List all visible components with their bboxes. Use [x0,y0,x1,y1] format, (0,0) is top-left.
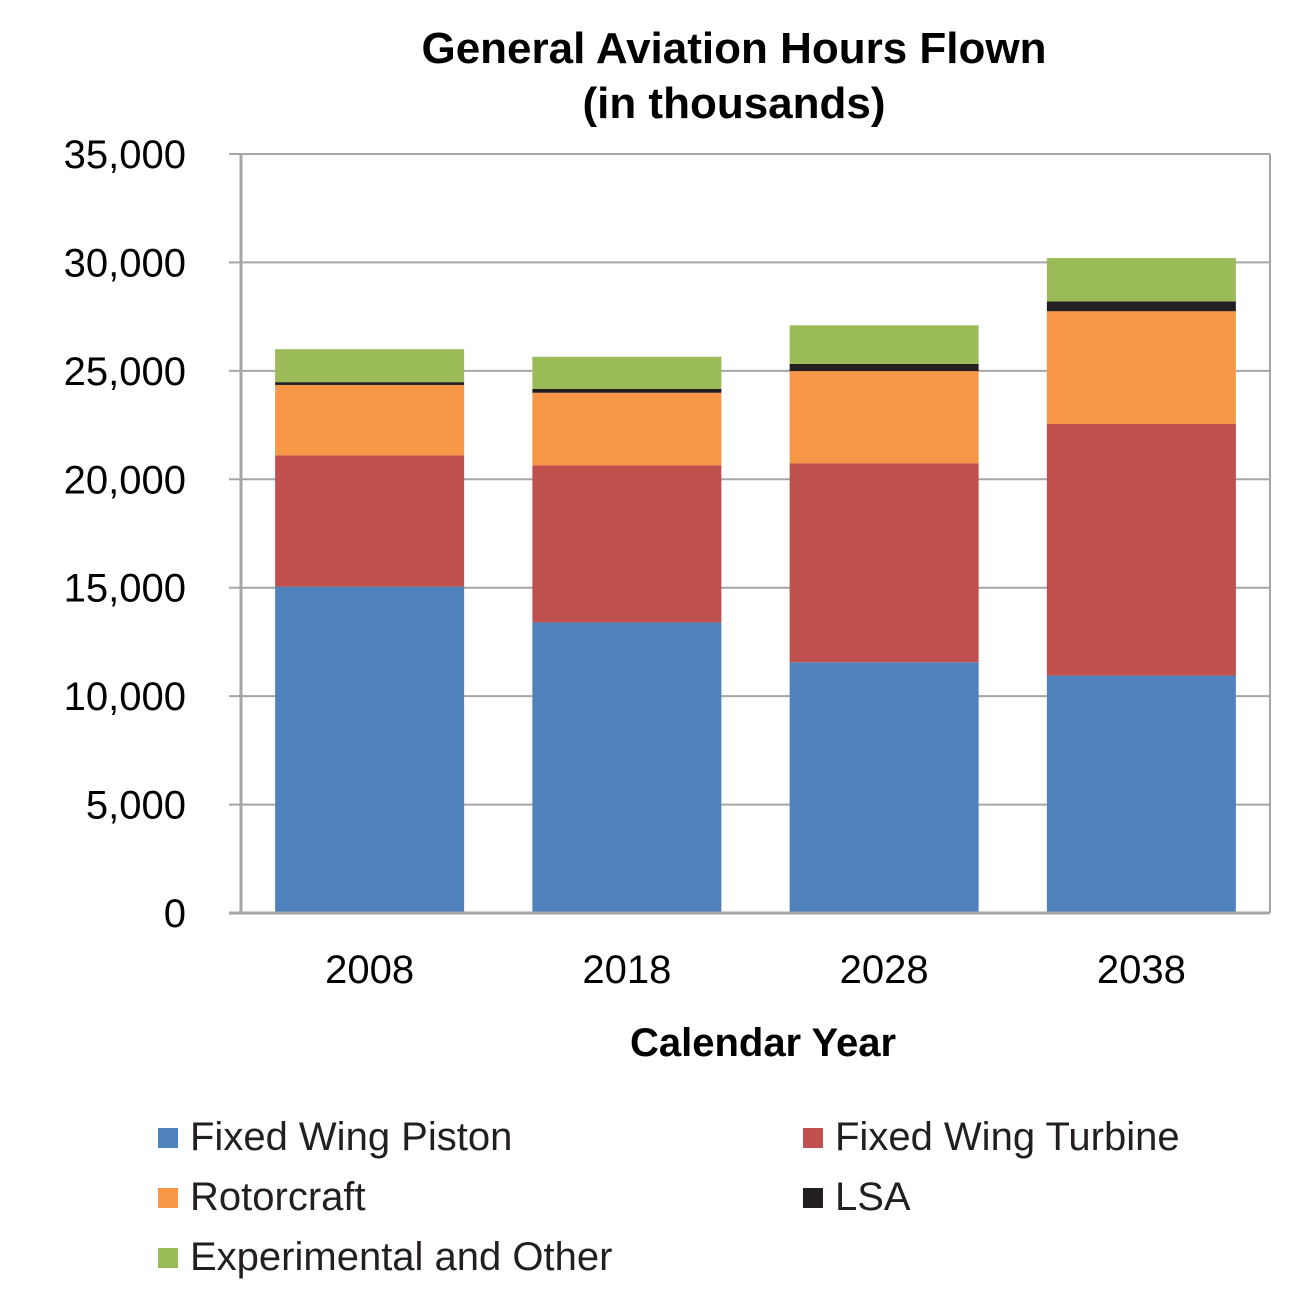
bar-fixed-wing-piston-2008 [275,586,465,913]
bar-fixed-wing-turbine-2018 [532,465,722,623]
bar-rotorcraft-2028 [789,371,979,464]
legend-swatch [158,1187,178,1208]
bar-experimental-and-other-2038 [1046,258,1236,302]
y-tick-label: 30,000 [64,241,186,285]
bar-rotorcraft-2038 [1046,311,1236,424]
bar-lsa-2038 [1046,301,1236,312]
bar-rotorcraft-2018 [532,392,722,466]
legend-swatch [158,1247,178,1268]
legend-swatch [803,1187,823,1208]
legend-item-fixed-wing-piston[interactable]: Fixed Wing Piston [158,1115,512,1160]
legend-label: LSA [835,1175,911,1219]
legend-item-rotorcraft[interactable]: Rotorcraft [158,1175,366,1220]
y-tick-label: 5,000 [86,784,186,828]
legend-item-lsa[interactable]: LSA [803,1175,911,1220]
legend: Fixed Wing Piston Fixed Wing Turbine Rot… [0,1110,1302,1290]
bar-fixed-wing-turbine-2008 [275,455,465,587]
y-tick-label: 15,000 [64,567,186,611]
bar-lsa-2028 [789,363,979,372]
legend-swatch [803,1127,823,1148]
legend-item-experimental-and-other[interactable]: Experimental and Other [158,1235,612,1280]
legend-label: Fixed Wing Turbine [835,1115,1180,1159]
legend-label: Fixed Wing Piston [190,1115,513,1159]
bar-rotorcraft-2008 [275,384,465,456]
plot-area: 0 5,000 10,000 15,000 20,000 25,000 30,000 35,0… [64,133,1271,992]
y-tick-label: 20,000 [64,458,186,502]
legend-label: Rotorcraft [190,1175,366,1219]
bar-experimental-and-other-2008 [275,349,465,383]
x-tick-label: 2018 [582,948,671,992]
bar-experimental-and-other-2028 [789,325,979,364]
y-tick-label: 35,000 [64,133,186,177]
bar-experimental-and-other-2018 [532,356,722,389]
chart: General Aviation Hours Flown (in thousan… [64,24,1271,1065]
x-tick-label: 2028 [840,948,929,992]
bar-fixed-wing-turbine-2038 [1046,423,1236,676]
chart-title-line-1: General Aviation Hours Flown [421,24,1046,73]
y-tick-label: 10,000 [64,675,186,719]
bar-fixed-wing-piston-2018 [532,622,722,913]
bar-fixed-wing-piston-2028 [789,662,979,913]
chart-title-line-2: (in thousands) [582,79,885,128]
x-tick-label: 2038 [1097,948,1186,992]
legend-label: Experimental and Other [190,1235,613,1279]
bar-lsa-2008 [275,382,465,385]
x-axis-title: Calendar Year [630,1021,896,1065]
x-tick-label: 2008 [325,948,414,992]
y-tick-label: 0 [164,892,186,936]
y-tick-label: 25,000 [64,350,186,394]
bar-fixed-wing-piston-2038 [1046,675,1236,913]
legend-swatch [158,1127,178,1148]
bar-fixed-wing-turbine-2028 [789,463,979,663]
legend-item-fixed-wing-turbine[interactable]: Fixed Wing Turbine [803,1115,1180,1160]
bar-lsa-2018 [532,388,722,393]
